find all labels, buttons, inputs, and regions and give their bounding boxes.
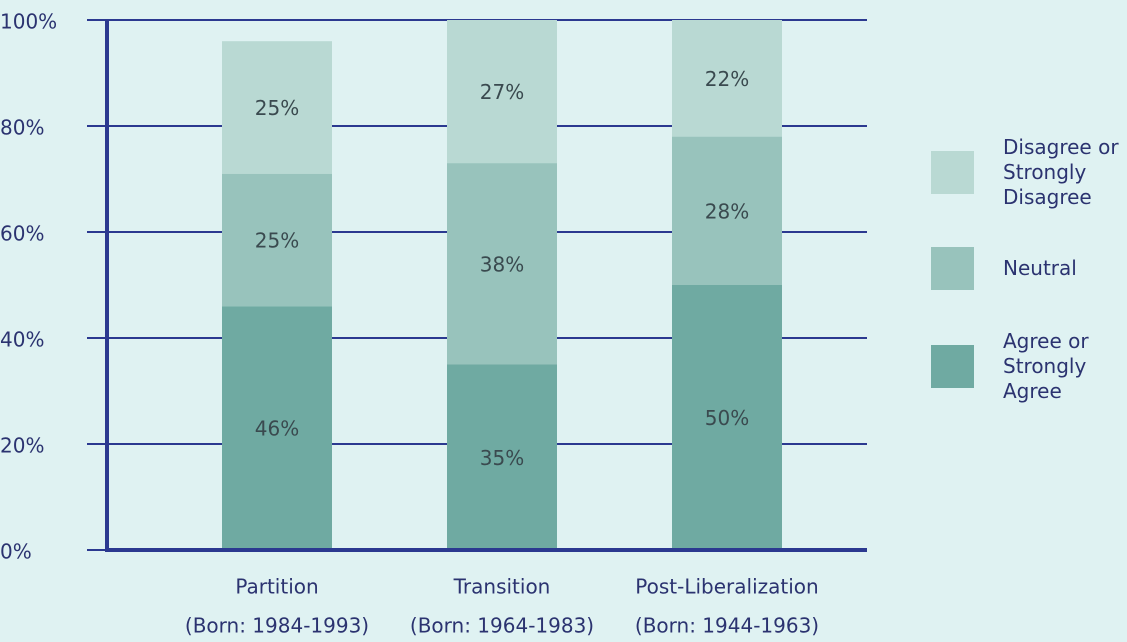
x-tick-sublabel: (Born: 1944-1963)	[635, 614, 819, 638]
x-tick-label: Partition	[235, 575, 318, 599]
x-tick-label: Post-Liberalization	[635, 575, 818, 599]
bar-segment	[222, 173, 332, 307]
x-tick-label: Transition	[453, 575, 551, 599]
data-label: 25%	[255, 228, 299, 252]
bar-segment	[672, 285, 782, 550]
legend-swatch	[931, 344, 974, 388]
data-label: 38%	[480, 252, 524, 276]
legend-label: Disagree or Strongly Disagree	[1003, 134, 1119, 209]
legend-label: Neutral	[1003, 255, 1077, 280]
legend-label: Agree or Strongly Agree	[1003, 328, 1089, 403]
x-tick-sublabel: (Born: 1984-1993)	[185, 614, 369, 638]
legend-item: Neutral	[931, 228, 1123, 308]
y-tick-label: 0%	[0, 540, 32, 564]
bar-segment	[672, 20, 782, 137]
bar-segment	[222, 41, 332, 174]
y-tick-label: 100%	[0, 10, 57, 34]
data-label: 22%	[705, 67, 749, 91]
legend-swatch	[931, 246, 974, 290]
legend-item: Disagree or Strongly Disagree	[931, 132, 1123, 212]
y-tick-label: 40%	[0, 328, 44, 352]
data-label: 46%	[255, 417, 299, 441]
legend-item: Agree or Strongly Agree	[931, 326, 1123, 406]
bar-segment	[222, 306, 332, 550]
bar-segment	[672, 136, 782, 285]
y-tick-label: 60%	[0, 222, 44, 246]
legend-swatch	[931, 150, 974, 194]
bar-segment	[447, 364, 557, 550]
data-label: 27%	[480, 80, 524, 104]
data-label: 50%	[705, 406, 749, 430]
bar-segment	[447, 20, 557, 164]
x-tick-sublabel: (Born: 1964-1983)	[410, 614, 594, 638]
y-tick-label: 20%	[0, 434, 44, 458]
y-tick-label: 80%	[0, 116, 44, 140]
data-label: 35%	[480, 446, 524, 470]
data-label: 28%	[705, 199, 749, 223]
data-label: 25%	[255, 96, 299, 120]
bar-segment	[447, 163, 557, 365]
